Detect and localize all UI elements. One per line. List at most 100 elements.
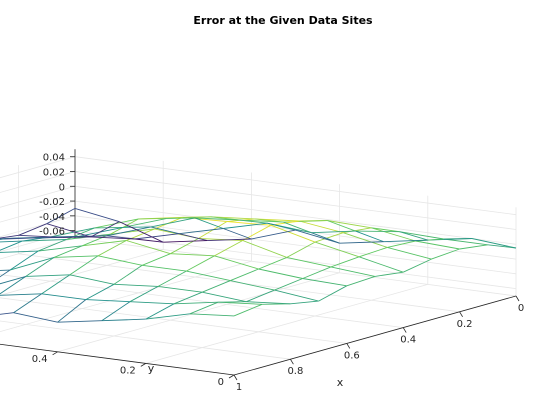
mesh-segment-y-1-3 xyxy=(343,232,388,248)
mesh-segment-y-0-9 xyxy=(218,301,263,305)
mesh-segment-x-6-0 xyxy=(223,228,252,240)
tick-labels: 00.20.40.60.8100.20.40.60.810.040.020-0.… xyxy=(32,153,524,393)
mesh-segment-y-1-8 xyxy=(202,291,247,303)
grid-line-z-0 xyxy=(0,156,76,179)
mesh-segment-x-9-4 xyxy=(0,238,7,240)
mesh-segment-y-5-1 xyxy=(223,222,268,229)
y-tick-label-2: 0.4 xyxy=(32,354,48,365)
mesh-segment-x-4-7 xyxy=(113,264,143,285)
mesh-segment-y-8-1 xyxy=(90,236,136,240)
mesh-segment-x-4-1 xyxy=(283,221,312,234)
mesh-segment-x-3-0 xyxy=(355,230,384,243)
mesh-segment-y-2-10 xyxy=(101,318,146,322)
x-tick-label-0: 0 xyxy=(518,303,524,314)
grid-line-z-3 xyxy=(0,200,76,223)
mesh-segment-x-0-7 xyxy=(290,300,319,305)
mesh-segment-x-5-7 xyxy=(69,255,99,276)
mesh-segment-y-3-6 xyxy=(170,253,215,257)
mesh-segment-y-2-8 xyxy=(158,285,203,293)
mesh-segment-y-1-6 xyxy=(258,268,303,279)
mesh-segment-y-5-6 xyxy=(82,240,127,247)
mesh-segment-y-7-1 xyxy=(134,233,180,240)
mesh-segment-y-2-3 xyxy=(298,220,344,234)
z-tick-label-1: 0.02 xyxy=(43,168,65,179)
mesh-segment-y-4-2 xyxy=(239,219,284,223)
mesh-segment-x-2-4 xyxy=(286,241,316,258)
mesh-segment-y-7-7 xyxy=(0,269,10,271)
mesh-segment-y-1-1 xyxy=(399,231,444,240)
x-tick-mark-5 xyxy=(233,374,238,381)
mesh-segment-y-4-7 xyxy=(98,255,143,266)
mesh-segment-x-0-3 xyxy=(403,258,432,273)
mesh-segment-x-1-8 xyxy=(218,301,247,303)
mesh-segment-x-10-1 xyxy=(18,223,47,236)
z-tick-label-5: -0.06 xyxy=(39,227,65,238)
z-tick-label-2: 0 xyxy=(59,182,65,193)
mesh-segment-x-2-9 xyxy=(145,303,175,320)
mesh-segment-x-10-0 xyxy=(46,208,76,225)
mesh-segment-x-1-2 xyxy=(387,240,416,248)
mesh-segment-x-5-8 xyxy=(41,274,71,295)
grid-line-x-floor-4 xyxy=(0,320,291,360)
mesh-segment-x-0-5 xyxy=(346,275,376,287)
mesh-segment-y-3-4 xyxy=(226,221,271,226)
grid-line-z-back-0 xyxy=(74,156,517,216)
mesh-segment-y-0-3 xyxy=(387,246,432,260)
mesh-segment-y-5-7 xyxy=(53,255,99,258)
mesh-segment-x-7-2 xyxy=(122,226,151,228)
mesh-segment-x-3-1 xyxy=(327,220,356,232)
y-tick-mark-2 xyxy=(52,351,58,356)
mesh-segment-x-2-1 xyxy=(371,227,400,233)
mesh-segment-y-6-1 xyxy=(179,228,224,235)
y-axis-label: y xyxy=(148,362,155,375)
mesh-segment-y-1-10 xyxy=(145,313,190,320)
mesh-segment-y-0-4 xyxy=(358,256,404,273)
mesh-segment-y-4-9 xyxy=(41,293,86,301)
mesh-segment-y-6-6 xyxy=(38,245,83,252)
mesh-segment-y-3-9 xyxy=(85,299,130,303)
mesh-segment-y-4-6 xyxy=(126,240,171,255)
grid-line-z-4 xyxy=(0,215,76,238)
mesh-segment-x-6-4 xyxy=(110,218,139,235)
mesh-segment-y-9-1 xyxy=(46,223,92,238)
mesh-segment-y-9-0 xyxy=(74,207,120,223)
mesh-segment-x-1-6 xyxy=(274,278,303,291)
y-axis-line xyxy=(0,343,235,376)
grid-line-z-back-2 xyxy=(74,185,517,245)
mesh-segment-y-4-10 xyxy=(13,312,58,323)
grid-line-y-floor-2 xyxy=(57,272,340,353)
mesh-segment-y-2-4 xyxy=(270,224,316,243)
mesh-segment-y-3-8 xyxy=(113,283,159,287)
mesh-segment-x-0-9 xyxy=(233,303,263,317)
mesh-segment-y-3-5 xyxy=(198,237,243,241)
mesh-segment-x-2-6 xyxy=(230,268,259,282)
mesh-segment-y-7-6 xyxy=(0,250,39,253)
mesh-segment-x-6-6 xyxy=(53,245,83,258)
mesh-segment-x-2-7 xyxy=(202,280,231,293)
mesh-segment-x-7-5 xyxy=(37,239,67,252)
mesh-segment-x-9-1 xyxy=(62,236,91,238)
z-tick-label-4: -0.04 xyxy=(39,212,65,223)
mesh-segment-y-1-2 xyxy=(371,227,416,242)
mesh-segment-y-8-0 xyxy=(118,221,164,243)
mesh-segment-y-0-7 xyxy=(274,289,319,302)
mesh-segment-x-4-8 xyxy=(85,283,115,300)
mesh-segment-x-3-9 xyxy=(101,301,131,322)
mesh-segment-x-8-0 xyxy=(134,238,164,243)
mesh-segment-y-8-5 xyxy=(0,240,23,243)
mesh-segment-x-5-1 xyxy=(239,219,268,224)
mesh-segment-y-9-2 xyxy=(18,234,63,238)
mesh-segment-y-1-7 xyxy=(230,280,275,291)
mesh-segment-y-9-3 xyxy=(0,237,35,240)
mesh-segment-y-2-7 xyxy=(186,270,231,282)
mesh-segment-x-7-0 xyxy=(178,233,208,242)
grid-line-x-floor-0 xyxy=(74,237,517,297)
mesh-segment-x-6-2 xyxy=(166,217,196,219)
mesh-segment-y-2-1 xyxy=(355,230,400,233)
mesh-segment-x-3-6 xyxy=(186,255,215,272)
grid-line-x-floor-2 xyxy=(0,274,404,328)
mesh-segment-y-0-2 xyxy=(415,240,460,250)
x-tick-mark-1 xyxy=(459,311,463,318)
mesh-segment-y-6-8 xyxy=(0,275,26,285)
